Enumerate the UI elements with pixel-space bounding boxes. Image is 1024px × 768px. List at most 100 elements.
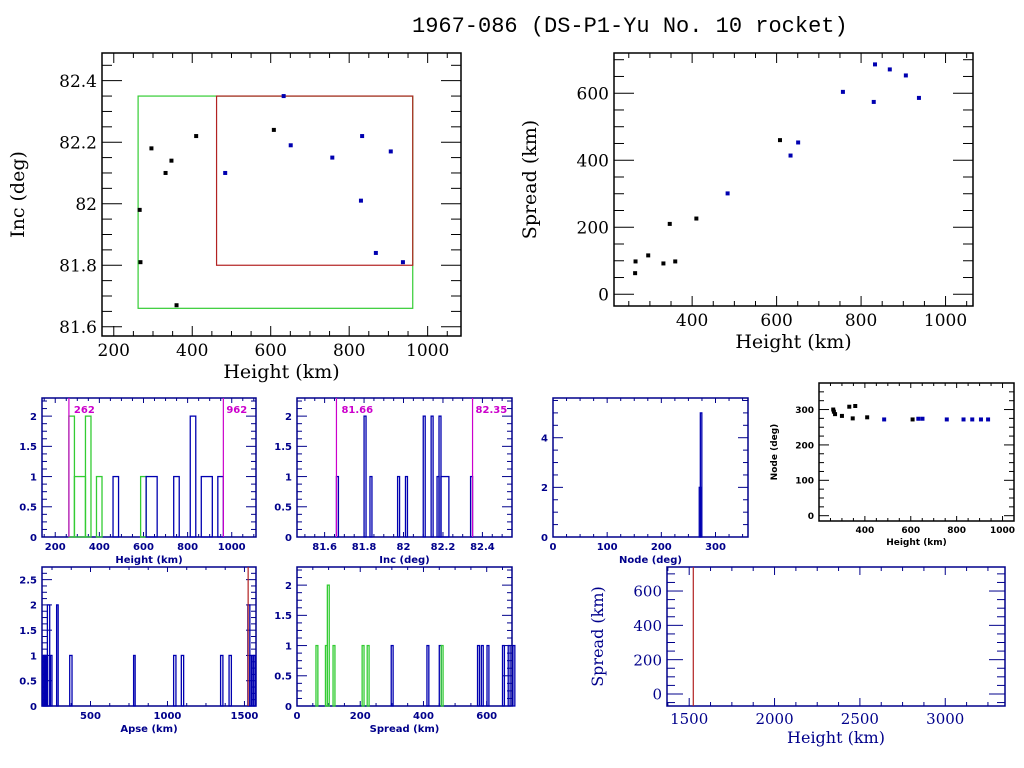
data-point: [833, 412, 838, 417]
x-axis-label: Inc (deg): [379, 555, 430, 566]
histogram-bar: [486, 644, 490, 707]
data-point: [360, 134, 365, 139]
data-point: [840, 89, 845, 94]
x-tick-label: 600: [901, 526, 920, 536]
y-tick-label: 0: [541, 533, 548, 544]
chart-height-hist: 200 400 600 800 1000 0 0.5 1 1.5 2 Height (km) 262 9…: [19, 397, 257, 566]
y-tick-label: 300: [795, 406, 814, 416]
x-tick-label: 600: [760, 311, 792, 331]
x-axis-label: Height (km): [223, 361, 339, 383]
chart-height-spread-high: 1500 2000 2500 3000 0 200 400 600 Height (km) Spr…: [588, 566, 1006, 747]
histogram-bar: [501, 644, 506, 707]
data-point: [633, 271, 638, 276]
data-point: [194, 134, 199, 139]
histogram-bar: [315, 644, 319, 707]
x-tick-label: 800: [845, 311, 877, 331]
data-point: [887, 67, 892, 72]
histogram-bar: [46, 604, 51, 707]
histogram-bar: [173, 475, 180, 538]
x-tick-label: 0: [294, 711, 301, 722]
y-tick-label: 1.5: [274, 442, 292, 453]
x-tick-label: 500: [80, 711, 101, 722]
data-point: [661, 261, 666, 266]
histogram-bar: [361, 644, 365, 707]
data-point: [138, 260, 143, 265]
data-point: [850, 416, 855, 421]
histogram-bar: [332, 644, 336, 707]
y-tick-label: 2.5: [19, 575, 37, 586]
histogram-bar: [369, 475, 373, 538]
x-tick-label: 82: [397, 542, 411, 553]
data-point: [137, 207, 142, 212]
data-point: [882, 417, 887, 422]
x-tick-label: 82.2: [431, 542, 456, 553]
histogram-bar: [366, 644, 370, 707]
histogram-bar: [132, 654, 136, 707]
histogram-bar: [396, 475, 401, 538]
data-point: [288, 143, 293, 148]
plot-frame: [101, 52, 462, 337]
histogram-bar: [145, 475, 158, 538]
data-point: [330, 155, 335, 160]
x-tick-label: 2500: [841, 710, 879, 728]
data-point: [673, 259, 678, 264]
data-point: [373, 250, 378, 255]
histogram-bar: [404, 475, 409, 538]
x-axis-label: Spread (km): [370, 724, 440, 735]
plot-frame: [41, 566, 257, 707]
data-point: [633, 259, 638, 264]
x-tick-label: 1000: [218, 542, 246, 553]
y-tick-label: 1: [285, 472, 292, 483]
x-tick-label: 1000: [924, 311, 967, 331]
x-axis-label: Height (km): [886, 538, 947, 548]
histogram-bar: [699, 412, 703, 538]
limit-marker-label: 262: [74, 405, 95, 416]
data-point: [149, 146, 154, 151]
y-tick-label: 1: [30, 651, 37, 662]
y-tick-label: 0: [285, 533, 292, 544]
x-tick-label: 400: [676, 311, 708, 331]
y-axis-label: Spread (km): [519, 120, 541, 239]
histogram-bar: [68, 415, 76, 538]
histogram-bar: [363, 415, 367, 538]
histogram-bar: [253, 654, 257, 707]
data-point: [961, 417, 966, 422]
x-tick-label: 800: [947, 526, 966, 536]
data-point: [358, 198, 363, 203]
x-tick-label: 1500: [670, 710, 708, 728]
x-tick-label: 200: [45, 542, 66, 553]
data-point: [174, 303, 179, 308]
histogram-bar: [112, 475, 120, 538]
x-tick-label: 81.8: [352, 542, 377, 553]
y-tick-label: 0.5: [274, 503, 292, 514]
chart-height-inc: 200 400 600 800 1000 81.6 81.8 82 82.2 82.4 Height…: [7, 52, 462, 383]
y-tick-label: 82: [75, 195, 97, 215]
data-point: [916, 416, 921, 421]
data-point: [281, 94, 286, 99]
data-point: [667, 221, 672, 226]
x-axis-label: Height (km): [115, 555, 182, 566]
x-axis-label: Height (km): [787, 728, 885, 747]
data-point: [978, 417, 983, 422]
y-tick-label: 82.2: [59, 134, 97, 154]
x-tick-label: 400: [855, 526, 874, 536]
x-axis-label: Height (km): [735, 331, 851, 353]
y-tick-label: 81.8: [59, 257, 97, 277]
y-tick-label: 0.5: [19, 503, 37, 514]
histogram-bar: [326, 584, 330, 707]
x-tick-label: 200: [350, 711, 371, 722]
histogram-bar: [84, 415, 92, 538]
histogram-bar: [390, 644, 394, 707]
data-point: [831, 407, 836, 412]
y-tick-label: 2: [285, 581, 292, 592]
plot-frame: [296, 397, 513, 538]
y-tick-label: 1.5: [19, 442, 37, 453]
data-point: [788, 153, 793, 158]
data-point: [777, 138, 782, 143]
data-point: [916, 95, 921, 100]
x-axis-label: Node (deg): [619, 555, 682, 566]
histogram-bar: [228, 654, 233, 707]
x-tick-label: 200: [98, 341, 130, 361]
data-point: [163, 170, 168, 175]
